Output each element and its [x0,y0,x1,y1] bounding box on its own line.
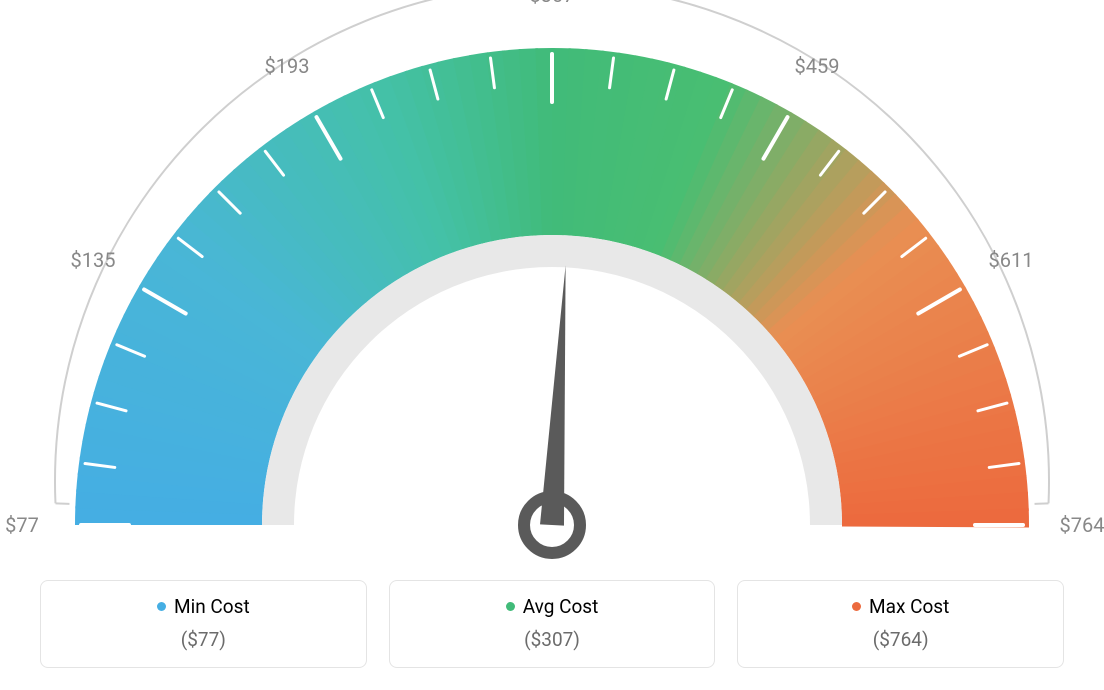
legend-dot-min [157,602,166,611]
legend-dot-avg [506,602,515,611]
legend-card-min: Min Cost ($77) [40,580,367,668]
legend-card-max: Max Cost ($764) [737,580,1064,668]
legend-value-min: ($77) [51,628,356,651]
legend-label-min: Min Cost [174,595,250,618]
legend-value-avg: ($307) [400,628,705,651]
gauge-tick-label: $77 [5,513,39,537]
legend-dot-max [852,602,861,611]
gauge-tick-label: $611 [989,248,1034,272]
gauge-tick-label: $193 [265,54,310,78]
gauge-chart: $77 $135 $193 $307 $459 $611 $764 [0,0,1104,570]
legend-label-avg: Avg Cost [523,595,599,618]
gauge-tick-label: $135 [71,248,116,272]
gauge-tick-label: $764 [1060,513,1104,537]
legend-row: Min Cost ($77) Avg Cost ($307) Max Cost … [40,580,1064,668]
gauge-tick-label: $307 [530,0,575,7]
gauge-tick-label: $459 [795,54,840,78]
legend-card-avg: Avg Cost ($307) [389,580,716,668]
cost-gauge-card: $77 $135 $193 $307 $459 $611 $764 Min Cost ($7… [0,0,1104,690]
legend-label-max: Max Cost [869,595,949,618]
legend-value-max: ($764) [748,628,1053,651]
